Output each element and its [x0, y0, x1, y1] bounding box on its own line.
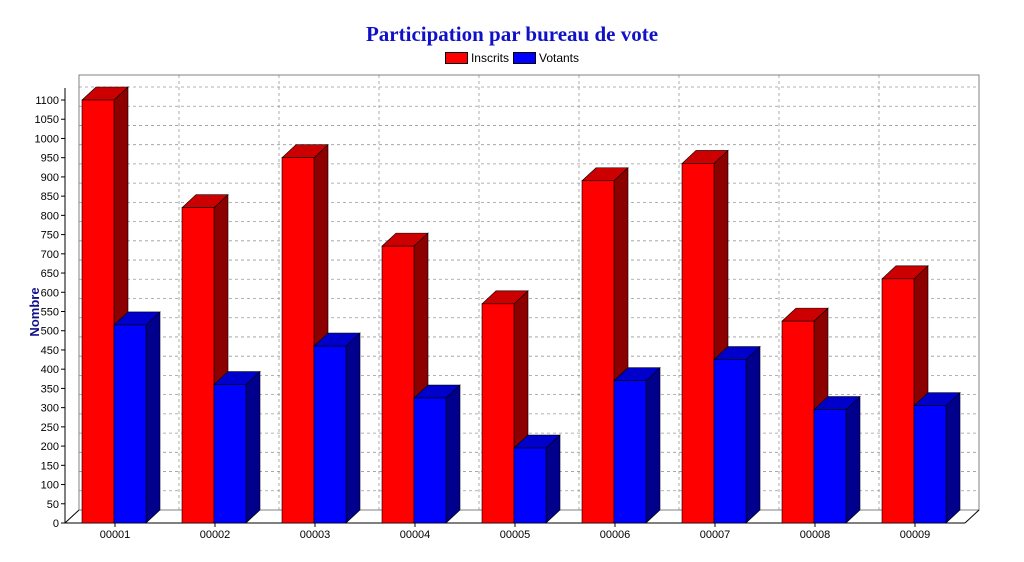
bar-votants-00009-side — [945, 392, 961, 524]
y-tick-label: 50 — [47, 499, 59, 511]
y-tick-label: 900 — [41, 172, 59, 184]
y-tick-label: 300 — [41, 403, 59, 415]
x-tick-label: 00003 — [300, 529, 331, 541]
y-tick-label: 600 — [41, 287, 59, 299]
legend: Inscrits Votants — [0, 51, 1024, 65]
bar-votants-00008-side — [845, 395, 861, 524]
y-tick-label: 950 — [41, 153, 59, 165]
y-tick-label: 350 — [41, 383, 59, 395]
y-tick-label: 700 — [41, 249, 59, 261]
chart-title: Participation par bureau de vote — [365, 22, 659, 46]
bar-votants-00006-side — [645, 367, 661, 524]
y-tick-label: 650 — [41, 268, 59, 280]
bar-inscrits-00009 — [881, 278, 915, 524]
floor-edge — [64, 509, 80, 524]
y-tick-label: 1050 — [35, 114, 59, 126]
x-tick-label: 00001 — [100, 529, 131, 541]
bar-inscrits-00002 — [181, 207, 215, 524]
x-tick-label: 00009 — [900, 529, 931, 541]
bar-votants-00004 — [413, 397, 447, 524]
y-tick-label: 150 — [41, 460, 59, 472]
y-tick-label: 200 — [41, 441, 59, 453]
y-tick-label: 800 — [41, 210, 59, 222]
bar-inscrits-00007 — [681, 163, 715, 524]
bar-inscrits-00006 — [581, 180, 615, 524]
bar-votants-00004-side — [445, 384, 461, 524]
y-tick-label: 1000 — [35, 133, 59, 145]
bar-inscrits-00001 — [81, 99, 115, 524]
x-tick-label: 00007 — [700, 529, 731, 541]
x-tick-label: 00005 — [500, 529, 531, 541]
bar-votants-00007-side — [745, 345, 761, 524]
legend-label-inscrits: Inscrits — [470, 51, 509, 65]
x-tick-label: 00004 — [400, 529, 431, 541]
bar-votants-00001-side — [145, 311, 161, 524]
bar-inscrits-00008 — [781, 320, 815, 524]
bar-votants-00003-side — [345, 332, 361, 524]
legend-swatch-votants — [512, 52, 536, 64]
bar-votants-00005 — [513, 447, 547, 524]
floor-edge — [964, 509, 980, 524]
bar-inscrits-00005 — [481, 303, 515, 524]
y-tick-label: 1100 — [35, 95, 59, 107]
bar-votants-00008 — [813, 409, 847, 524]
bar-votants-00002-side — [245, 370, 261, 524]
x-tick-label: 00008 — [800, 529, 831, 541]
legend-label-votants: Votants — [538, 51, 580, 65]
legend-item-inscrits: Inscrits — [444, 51, 509, 65]
y-tick-label: 750 — [41, 230, 59, 242]
y-tick-label: 0 — [53, 518, 59, 530]
bar-votants-00007 — [713, 359, 747, 524]
bar-votants-00002 — [213, 384, 247, 524]
legend-swatch-inscrits — [444, 52, 468, 64]
bar-inscrits-00004 — [381, 245, 415, 524]
y-tick-label: 250 — [41, 422, 59, 434]
y-tick-label: 450 — [41, 345, 59, 357]
bar-votants-00006 — [613, 380, 647, 524]
bar-votants-00005-side — [545, 434, 561, 524]
bar-votants-00001 — [113, 324, 147, 524]
legend-item-votants: Votants — [512, 51, 580, 65]
y-tick-label: 500 — [41, 326, 59, 338]
bar-inscrits-00003 — [281, 157, 315, 524]
y-tick-label: 100 — [41, 480, 59, 492]
x-tick-label: 00006 — [600, 529, 631, 541]
y-tick-label: 550 — [41, 307, 59, 319]
y-tick-label: 400 — [41, 364, 59, 376]
bar-votants-00009 — [913, 405, 947, 524]
bar-votants-00003 — [313, 345, 347, 524]
y-tick-label: 850 — [41, 191, 59, 203]
x-tick-label: 00002 — [200, 529, 231, 541]
